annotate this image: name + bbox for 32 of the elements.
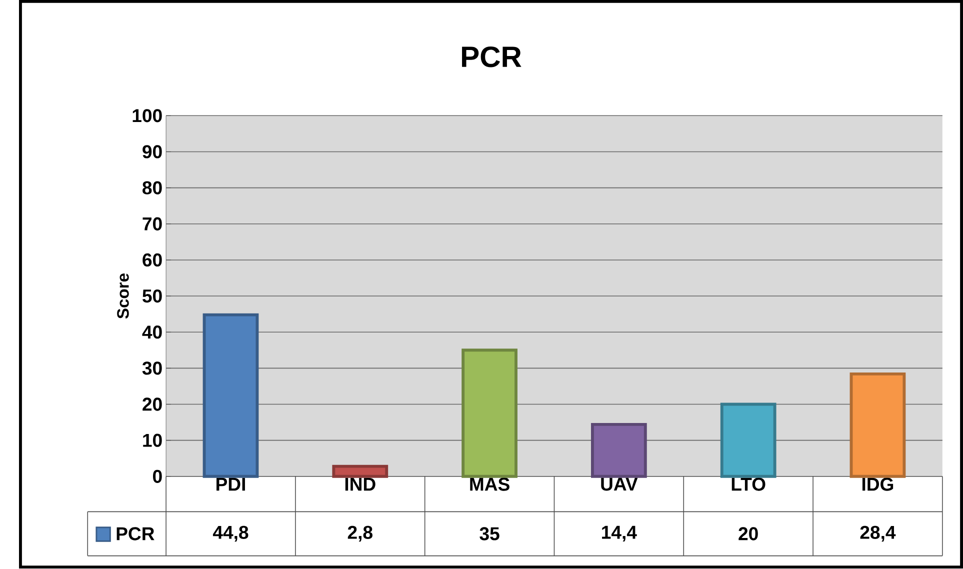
y-tick-label: 60 [142,254,162,267]
bar [850,372,906,478]
y-tick-label: 20 [142,398,162,412]
y-tick-label: 40 [142,326,162,339]
chart-title: PCR [462,46,522,68]
y-axis-title: Score [117,274,129,319]
y-tick-label: 90 [142,145,162,159]
x-tick-label: IND [345,478,376,491]
y-tick-label: 10 [143,434,162,448]
bar [720,403,776,478]
data-label: 44,8 [212,526,248,542]
legend-label: PCR [116,527,154,541]
data-label: 20 [738,527,758,541]
bar [202,314,259,478]
bar [590,423,647,478]
data-label: 2,8 [348,526,372,542]
data-label: 35 [480,527,500,541]
y-tick-label: 30 [142,362,162,375]
y-tick-label: 0 [153,470,162,484]
data-label: 28,4 [860,526,896,542]
x-tick-label: UAV [601,478,638,491]
x-tick-label: LTO [732,478,766,492]
y-tick-label: 80 [142,181,162,195]
bar [332,465,388,478]
x-tick-label: IDG [862,478,894,492]
x-tick-label: PDI [216,478,245,491]
data-label: 14,4 [602,526,637,542]
y-tick-label: 100 [132,109,162,122]
bar [462,348,518,478]
x-tick-label: MAS [470,478,510,492]
y-tick-label: 70 [142,218,162,231]
y-tick-label: 50 [142,290,162,303]
